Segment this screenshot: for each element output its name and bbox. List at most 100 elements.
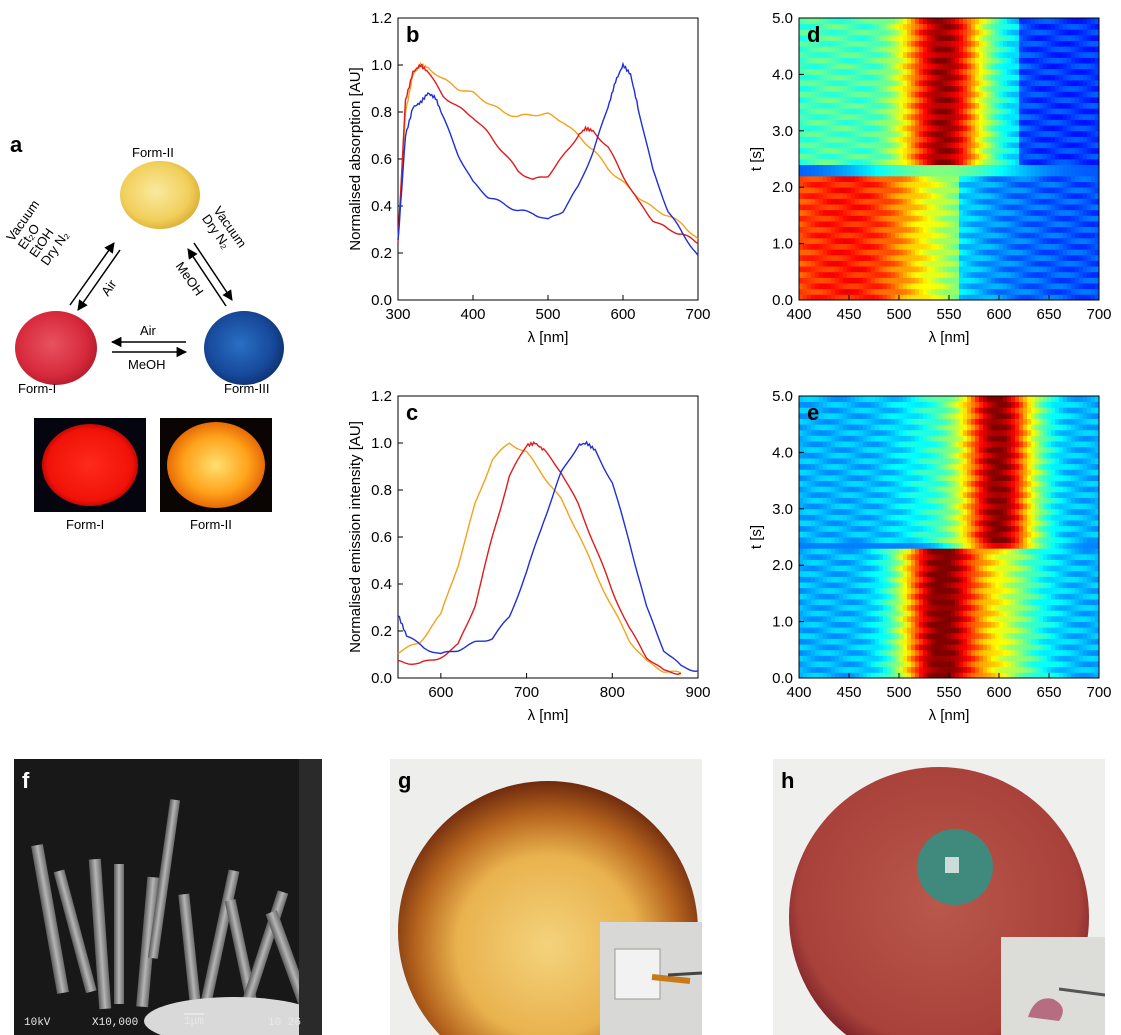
heatmap-cell xyxy=(1015,232,1020,239)
heatmap-cell xyxy=(1067,638,1072,645)
heatmap-cell xyxy=(939,666,944,673)
heatmap-cell xyxy=(1003,164,1008,171)
heatmap-cell xyxy=(955,277,960,284)
heatmap-cell xyxy=(1067,23,1072,30)
heatmap-cell xyxy=(855,159,860,166)
heatmap-cell xyxy=(1087,46,1092,53)
heatmap-cell xyxy=(931,655,936,662)
heatmap-cell xyxy=(1035,125,1040,132)
heatmap-cell xyxy=(1035,96,1040,103)
heatmap-cell xyxy=(1035,113,1040,120)
heatmap-cell xyxy=(959,142,964,149)
heatmap-cell xyxy=(1055,153,1060,160)
heatmap-cell xyxy=(899,192,904,199)
heatmap-cell xyxy=(919,136,924,143)
heatmap-cell xyxy=(995,153,1000,160)
heatmap-cell xyxy=(1019,175,1024,182)
heatmap-cell xyxy=(1007,672,1012,679)
heatmap-cell xyxy=(871,277,876,284)
heatmap-cell xyxy=(871,40,876,47)
heatmap-cell xyxy=(1083,46,1088,53)
heatmap-cell xyxy=(959,237,964,244)
heatmap-cell xyxy=(1003,119,1008,126)
heatmap-cell xyxy=(1095,147,1100,154)
heatmap-cell xyxy=(915,108,920,115)
heatmap-cell xyxy=(891,46,896,53)
heatmap-cell xyxy=(927,204,932,211)
heatmap-cell xyxy=(807,204,812,211)
heatmap-cell xyxy=(811,593,816,600)
heatmap-cell xyxy=(999,40,1004,47)
heatmap-cell xyxy=(979,85,984,92)
heatmap-cell xyxy=(947,147,952,154)
heatmap-cell xyxy=(939,198,944,205)
heatmap-cell xyxy=(1091,91,1096,98)
heatmap-cell xyxy=(995,649,1000,656)
heatmap-cell xyxy=(811,159,816,166)
heatmap-cell xyxy=(935,254,940,261)
heatmap-cell xyxy=(895,136,900,143)
heatmap-cell xyxy=(927,136,932,143)
heatmap-cell xyxy=(891,666,896,673)
heatmap-cell xyxy=(875,271,880,278)
heatmap-cell xyxy=(927,102,932,109)
heatmap-cell xyxy=(1071,153,1076,160)
heatmap-cell xyxy=(871,666,876,673)
heatmap-cell xyxy=(999,237,1004,244)
heatmap-cell xyxy=(907,102,912,109)
heatmap-cell xyxy=(851,175,856,182)
heatmap-cell xyxy=(835,615,840,622)
heatmap-cell xyxy=(927,604,932,611)
heatmap-cell xyxy=(1007,80,1012,87)
heatmap-cell xyxy=(959,159,964,166)
heatmap-cell xyxy=(823,130,828,137)
heatmap-cell xyxy=(855,23,860,30)
heatmap-cell xyxy=(1083,192,1088,199)
heatmap-cell xyxy=(1039,604,1044,611)
heatmap-cell xyxy=(1027,164,1032,171)
heatmap-cell xyxy=(835,74,840,81)
heatmap-cell xyxy=(859,237,864,244)
heatmap-cell xyxy=(1083,604,1088,611)
heatmap-cell xyxy=(979,672,984,679)
heatmap-cell xyxy=(835,260,840,267)
heatmap-cell xyxy=(819,627,824,634)
heatmap-cell xyxy=(951,644,956,651)
heatmap-cell xyxy=(911,63,916,70)
heatmap-cell xyxy=(1063,610,1068,617)
heatmap-cell xyxy=(879,226,884,233)
heatmap-cell xyxy=(979,204,984,211)
heatmap-cell xyxy=(1031,638,1036,645)
heatmap-cell xyxy=(1075,175,1080,182)
heatmap-cell xyxy=(931,237,936,244)
heatmap-cell xyxy=(803,113,808,120)
heatmap-cell xyxy=(1067,170,1072,177)
heatmap-cell xyxy=(811,119,816,126)
heatmap-cell xyxy=(827,119,832,126)
heatmap-cell xyxy=(1083,147,1088,154)
heatmap-cell xyxy=(807,649,812,656)
heatmap-cell xyxy=(835,288,840,295)
heatmap-cell xyxy=(1011,599,1016,606)
heatmap-cell xyxy=(1079,610,1084,617)
heatmap-cell xyxy=(843,277,848,284)
heatmap-cell xyxy=(827,632,832,639)
heatmap-cell xyxy=(971,672,976,679)
heatmap-cell xyxy=(1095,142,1100,149)
heatmap-cell xyxy=(1043,192,1048,199)
heatmap-cell xyxy=(831,80,836,87)
heatmap-cell xyxy=(895,621,900,628)
heatmap-cell xyxy=(1059,260,1064,267)
heatmap-cell xyxy=(1031,266,1036,273)
heatmap-cell xyxy=(1027,644,1032,651)
heatmap-cell xyxy=(1079,655,1084,662)
heatmap-cell xyxy=(811,604,816,611)
heatmap-cell xyxy=(919,80,924,87)
heatmap-cell xyxy=(907,271,912,278)
heatmap-cell xyxy=(951,655,956,662)
heatmap-cell xyxy=(1003,638,1008,645)
heatmap-cell xyxy=(1059,621,1064,628)
heatmap-cell xyxy=(1039,226,1044,233)
heatmap-cell xyxy=(1075,18,1080,25)
heatmap-cell xyxy=(967,18,972,25)
